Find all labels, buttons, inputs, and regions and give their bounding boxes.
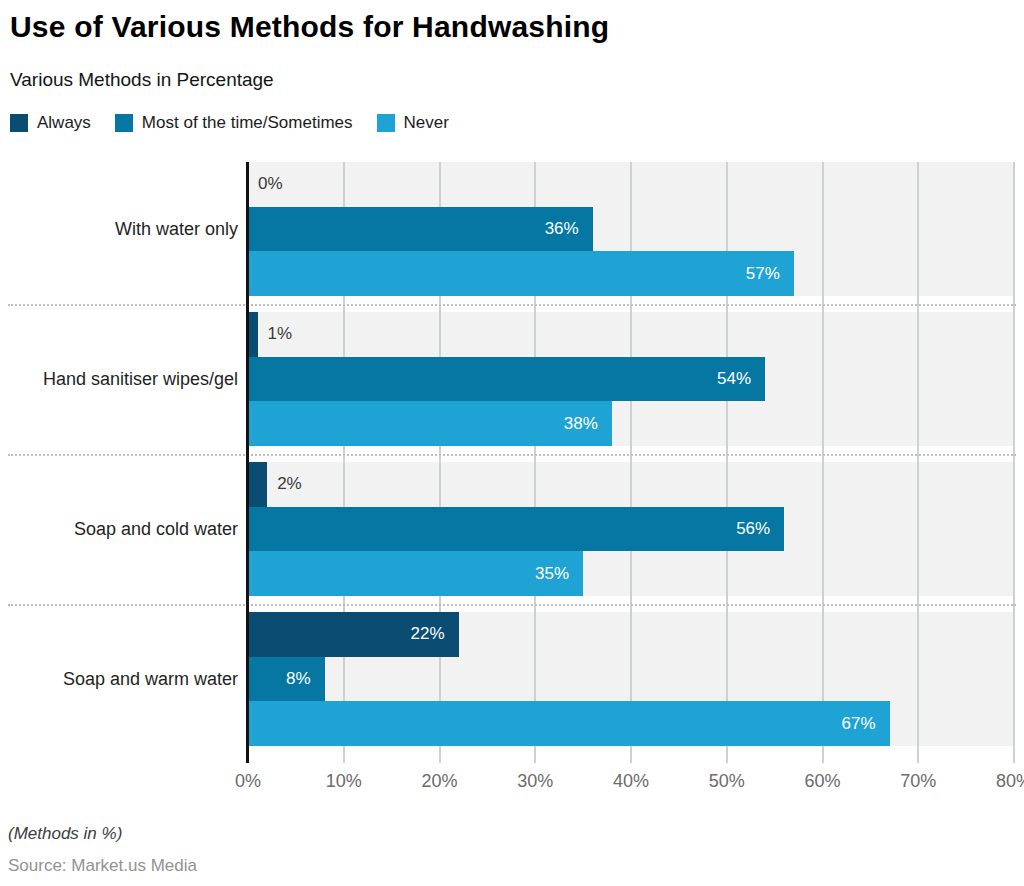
bar-value-label: 35% [248, 551, 583, 596]
x-axis-tick-label: 60% [778, 771, 868, 792]
x-axis-tick-label: 30% [490, 771, 580, 792]
category-label: Hand sanitiser wipes/gel [0, 312, 238, 446]
bar-value-label: 0% [258, 162, 283, 207]
x-axis-tick-label: 0% [203, 771, 293, 792]
bar-value-label: 22% [248, 612, 459, 657]
gridline [1013, 162, 1015, 763]
bar-value-label: 67% [248, 701, 890, 746]
bar-chart-plot: 0%36%57%With water only1%54%38%Hand sani… [0, 0, 1024, 886]
bar-value-label: 1% [268, 312, 293, 357]
bar-value-label: 57% [248, 251, 794, 296]
y-axis-line [246, 162, 249, 763]
x-axis-tick-label: 40% [586, 771, 676, 792]
x-axis-tick-label: 70% [873, 771, 963, 792]
x-axis-tick-label: 80% [969, 771, 1024, 792]
x-axis-tick-label: 10% [299, 771, 389, 792]
bar-value-label: 38% [248, 401, 612, 446]
bar-value-label: 36% [248, 207, 593, 252]
chart-source: Source: Market.us Media [8, 856, 197, 876]
group-separator [8, 454, 1016, 456]
x-axis-tick-label: 20% [395, 771, 485, 792]
bar [248, 312, 258, 357]
category-label: Soap and warm water [0, 612, 238, 746]
chart-note: (Methods in %) [8, 824, 122, 844]
x-axis-tick-label: 50% [682, 771, 772, 792]
gridline [822, 162, 824, 763]
bar [248, 462, 267, 507]
bar-value-label: 54% [248, 357, 765, 402]
bar-value-label: 56% [248, 507, 784, 552]
group-separator [8, 604, 1016, 606]
category-label: Soap and cold water [0, 462, 238, 596]
bar-value-label: 2% [277, 462, 302, 507]
group-separator [8, 304, 1016, 306]
gridline [917, 162, 919, 763]
bar-value-label: 8% [248, 657, 325, 702]
category-label: With water only [0, 162, 238, 296]
